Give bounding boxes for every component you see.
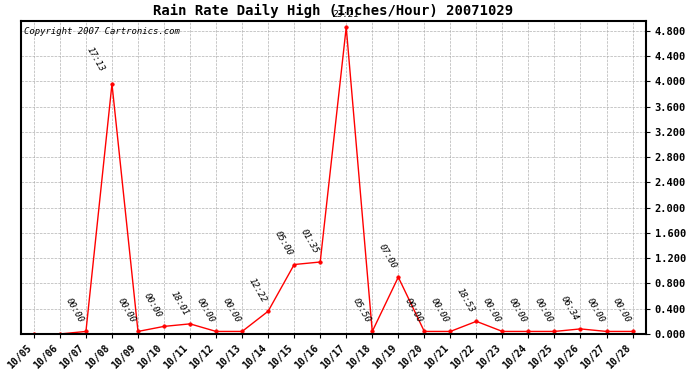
Text: 00:00: 00:00 bbox=[428, 297, 450, 324]
Text: 00:00: 00:00 bbox=[142, 292, 164, 320]
Text: 18:01: 18:01 bbox=[168, 289, 190, 317]
Text: 00:00: 00:00 bbox=[195, 297, 215, 324]
Text: 05:50: 05:50 bbox=[351, 297, 372, 324]
Text: 17:13: 17:13 bbox=[85, 45, 106, 73]
Text: 00:00: 00:00 bbox=[402, 297, 424, 324]
Title: Rain Rate Daily High (Inches/Hour) 20071029: Rain Rate Daily High (Inches/Hour) 20071… bbox=[153, 4, 513, 18]
Text: 00:00: 00:00 bbox=[481, 297, 502, 324]
Text: 00:00: 00:00 bbox=[117, 297, 137, 324]
Text: 00:00: 00:00 bbox=[585, 297, 606, 324]
Text: 01:35: 01:35 bbox=[299, 227, 319, 255]
Text: 07:00: 07:00 bbox=[377, 242, 398, 270]
Text: 00:00: 00:00 bbox=[506, 297, 528, 324]
Text: 06:34: 06:34 bbox=[559, 294, 580, 322]
Text: 00:00: 00:00 bbox=[220, 297, 242, 324]
Text: 12:22: 12:22 bbox=[246, 276, 268, 304]
Text: 00:00: 00:00 bbox=[611, 297, 632, 324]
Text: 05:00: 05:00 bbox=[273, 230, 294, 258]
Text: 00:00: 00:00 bbox=[533, 297, 554, 324]
Text: 00:00: 00:00 bbox=[64, 297, 86, 324]
Text: 23:21: 23:21 bbox=[333, 10, 359, 19]
Text: 18:53: 18:53 bbox=[455, 286, 476, 314]
Text: Copyright 2007 Cartronics.com: Copyright 2007 Cartronics.com bbox=[24, 27, 180, 36]
